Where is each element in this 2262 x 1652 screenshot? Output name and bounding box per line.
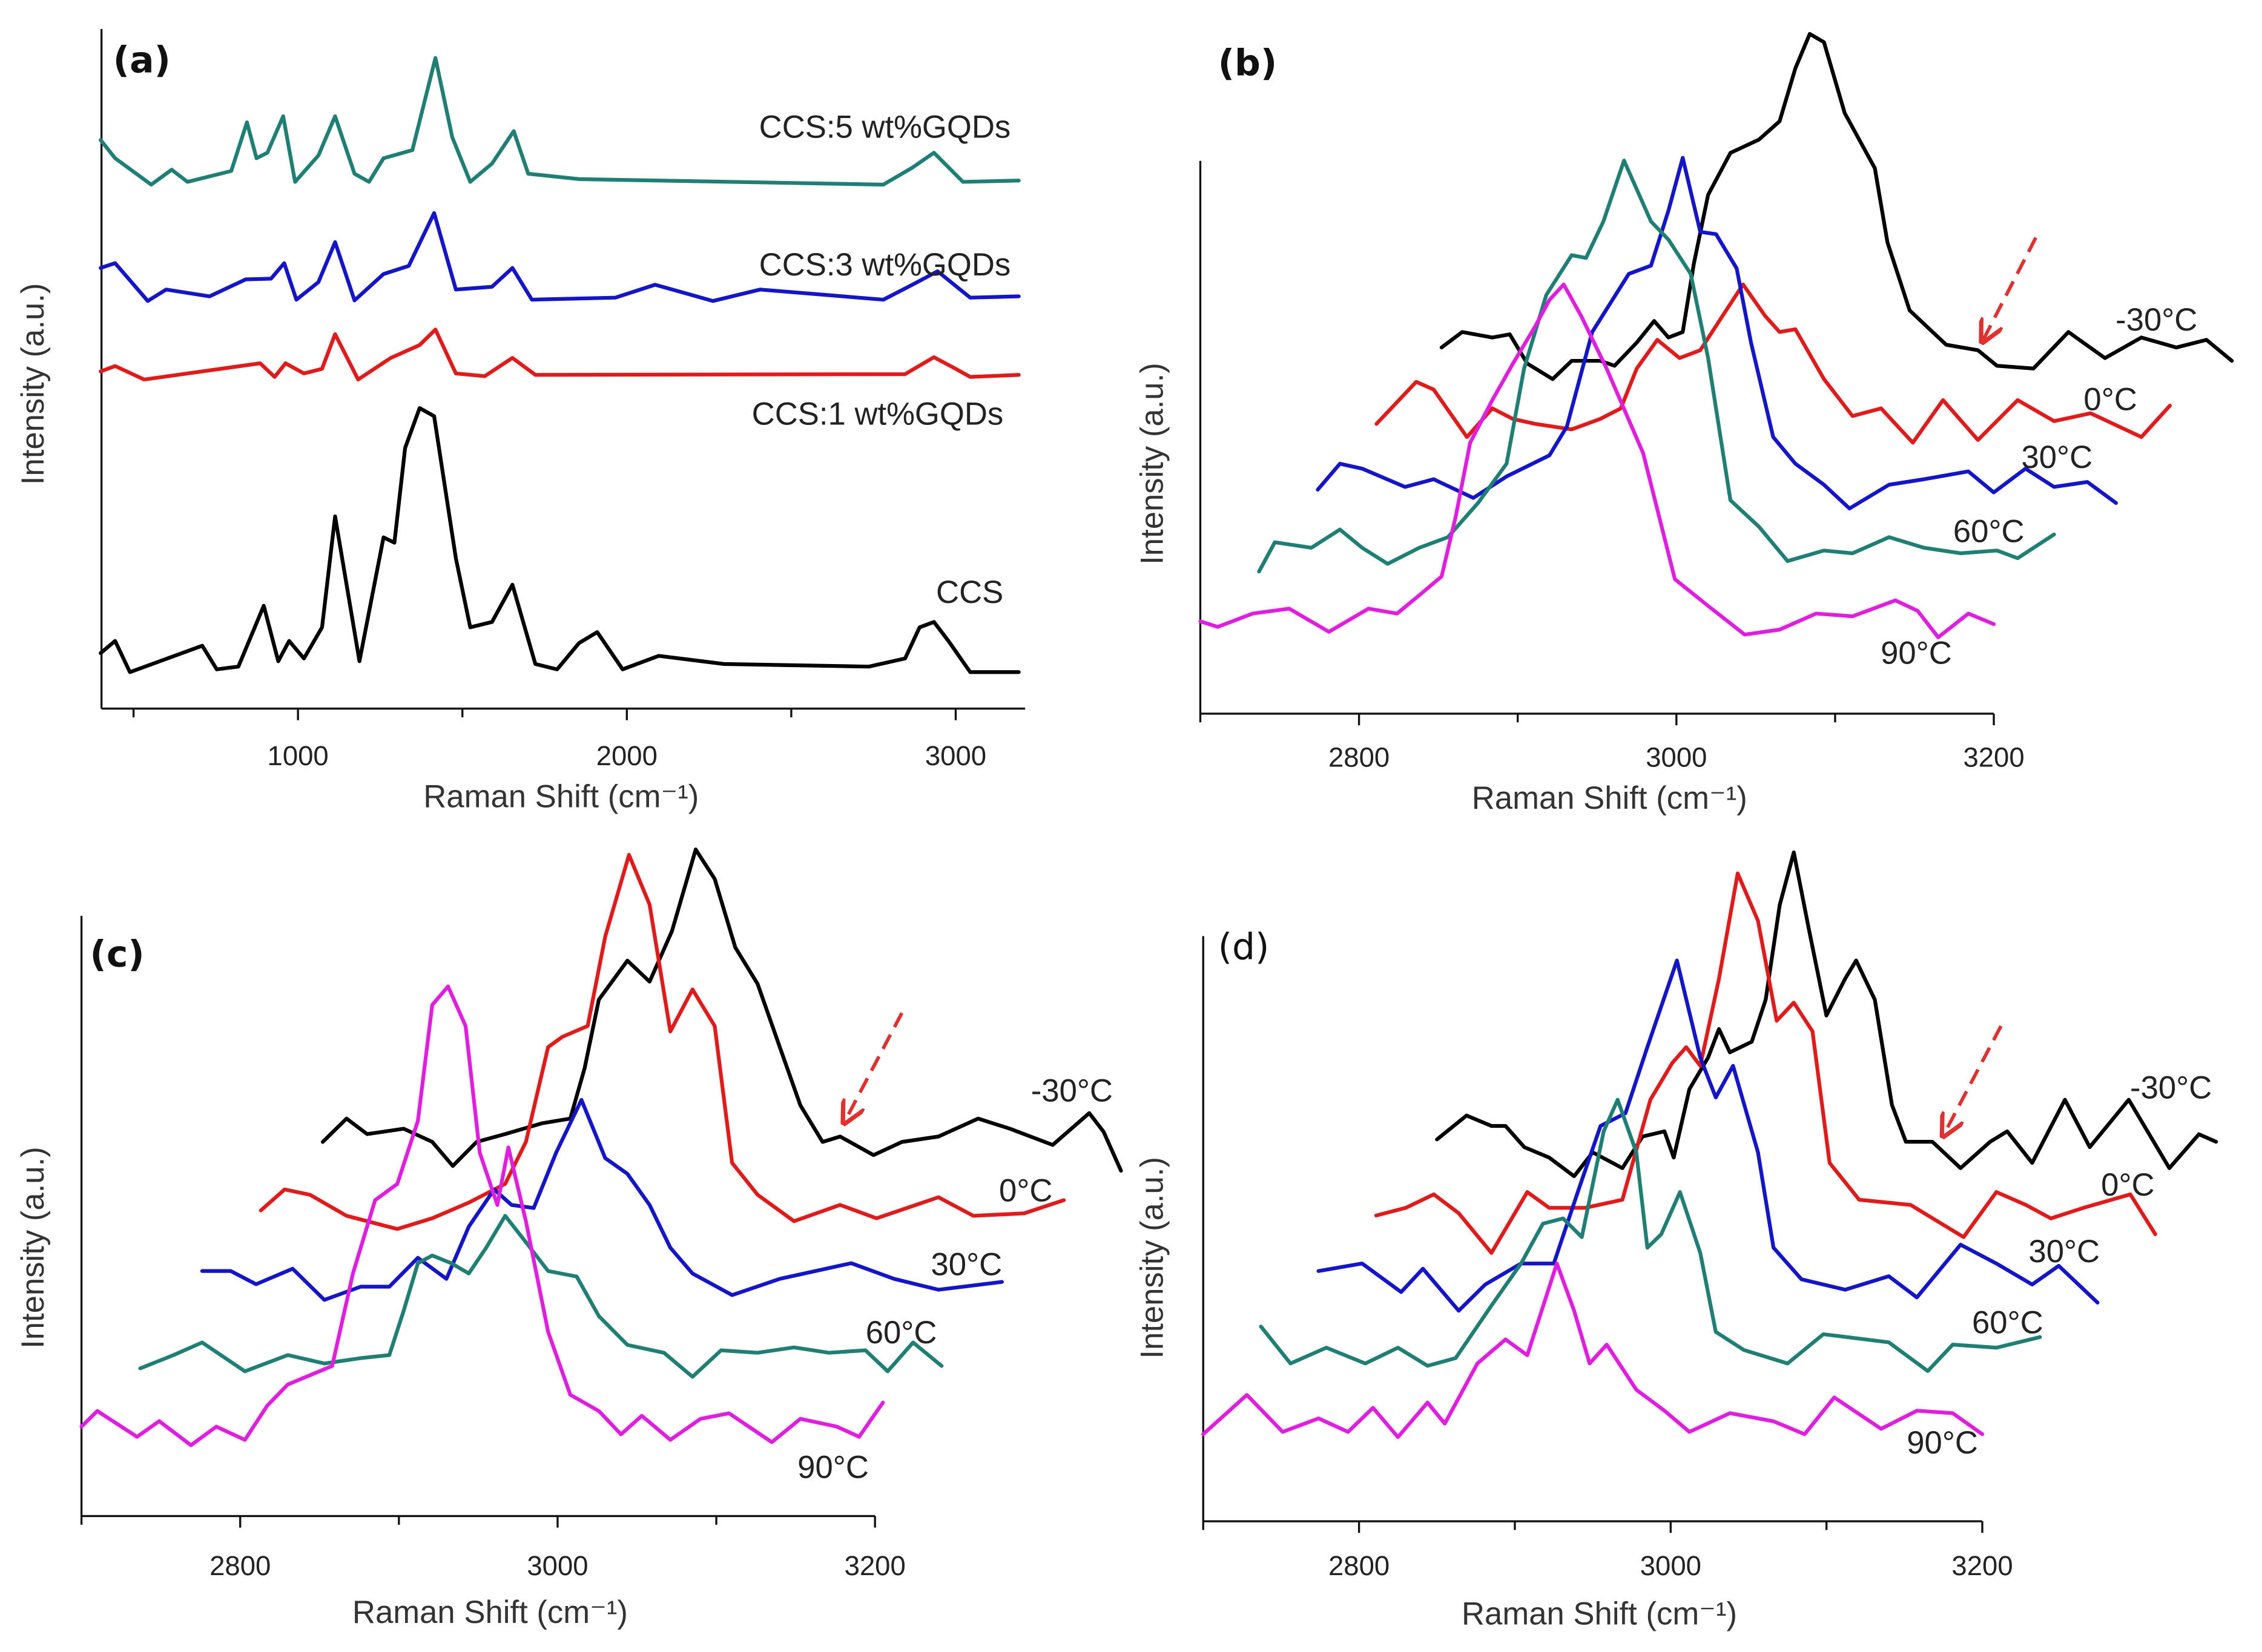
series-label: 0°C [2101,1167,2154,1203]
panel-a: 1000 2000 3000 Raman Shift (cm⁻¹) Intensity … [15,28,1026,814]
series-label: -30°C [2115,302,2197,338]
series-label: CCS [936,574,1003,610]
panel-b: 2800 3000 3200 Raman Shift (cm⁻¹) Intensity … [1135,31,2234,816]
x-tick-label: 3000 [1640,1550,1701,1581]
x-tick-label: 3200 [1963,742,2024,772]
series-label: 60°C [866,1315,937,1351]
series-line--30-c [1435,850,2218,1179]
x-tick-label: 3200 [845,1550,906,1581]
annotation-arrow [844,1012,904,1123]
series-line--30-c [1439,31,2234,381]
series-label: 30°C [931,1247,1003,1283]
y-axis-title: Intensity (a.u.) [1135,1157,1170,1359]
series-line-30-c [1316,958,2100,1313]
series-line--30-c [320,847,1123,1173]
series-line-60-c [138,1214,944,1379]
series-line-ccs-3-wt-gqds [99,211,1021,303]
series-label: 60°C [1972,1305,2043,1340]
annotation-arrow [1982,237,2037,342]
y-axis-title: Intensity (a.u.) [15,1147,51,1349]
x-tick-label: 2000 [596,740,658,771]
series-label: CCS:5 wt%GQDs [759,109,1011,145]
series-line-90-c [1198,282,1996,639]
annotation-arrow [1943,1025,2003,1136]
x-tick-label: 3000 [925,740,986,771]
x-axis-title: Raman Shift (cm⁻¹) [1472,780,1747,816]
x-tick-label: 2800 [1328,742,1390,772]
series-line-30-c [200,1097,1004,1302]
x-tick-label: 1000 [268,740,329,771]
series-line-0-c [259,853,1066,1231]
x-axis-title: Raman Shift (cm⁻¹) [423,778,699,814]
y-axis-title: Intensity (a.u.) [1135,363,1170,565]
series-label: 90°C [1907,1425,1978,1461]
series-line-ccs-1-wt-gqds [99,327,1021,382]
series-line-0-c [1374,282,2172,445]
x-tick-label: 3000 [1646,742,1707,772]
panel-label: (d) [1218,926,1270,969]
x-tick-label: 3200 [1951,1550,2013,1581]
x-axis-title: Raman Shift (cm⁻¹) [352,1594,628,1630]
series-line-90-c [1201,1262,1985,1440]
x-tick-label: 3000 [527,1550,588,1581]
series-line-0-c [1374,871,2157,1255]
series-label: 30°C [2028,1234,2100,1269]
series-label: 0°C [999,1173,1052,1209]
series-label: 90°C [797,1450,869,1486]
series-label: 0°C [2083,381,2137,417]
x-tick-label: 2800 [209,1550,271,1581]
series-label: 60°C [1953,513,2025,549]
x-axis-title: Raman Shift (cm⁻¹) [1462,1596,1737,1632]
series-line-ccs [99,406,1021,674]
series-label: CCS:3 wt%GQDs [759,247,1011,283]
series-label: 30°C [2021,439,2092,475]
series-line-ccs-5-wt-gqds [99,56,1021,187]
panel-label: (c) [90,933,144,976]
series-label: -30°C [1031,1073,1113,1108]
series-label: 90°C [1881,635,1952,671]
panel-c: 2800 3000 3200 Raman Shift (cm⁻¹) Intensity … [15,847,1123,1630]
y-axis-title: Intensity (a.u.) [15,283,51,485]
series-line-90-c [79,984,885,1447]
series-line-60-c [1257,159,2056,574]
series-line-30-c [1316,156,2118,511]
series-label: -30°C [2130,1070,2212,1106]
panel-label: (a) [113,39,171,82]
x-tick-label: 2800 [1328,1550,1390,1581]
series-line-60-c [1259,1097,2042,1373]
series-label: CCS:1 wt%GQDs [752,396,1004,432]
panel-label: (b) [1218,42,1278,84]
panel-d: 2800 3000 3200 Raman Shift (cm⁻¹) Intensity … [1135,850,2218,1632]
